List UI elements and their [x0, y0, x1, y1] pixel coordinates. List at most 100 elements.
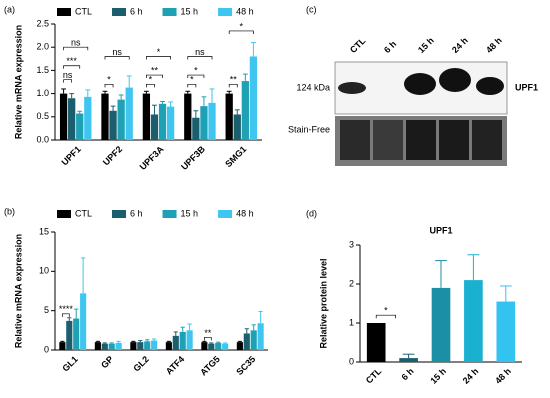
bar: [59, 342, 66, 350]
significance-bracket: [63, 46, 89, 51]
bar: [84, 96, 92, 140]
significance-label: *: [240, 21, 244, 31]
lane-label: 15 h: [416, 35, 436, 55]
bar: [172, 335, 179, 350]
significance-label: *: [149, 75, 153, 85]
significance-bracket: [146, 56, 171, 60]
panel-label: (b): [4, 206, 15, 216]
legend-swatch: [57, 8, 71, 16]
bar: [215, 342, 222, 350]
bar: [208, 102, 216, 140]
bar: [257, 323, 264, 350]
lane-label: 48 h: [484, 35, 504, 55]
y-tick-label: 1.0: [36, 88, 49, 98]
significance-bracket: [63, 79, 73, 83]
bar: [158, 103, 167, 140]
bar: [366, 323, 386, 362]
bar: [208, 343, 215, 350]
significance-label: *: [157, 47, 161, 57]
bar: [233, 114, 241, 140]
bar: [249, 56, 258, 141]
bar: [496, 301, 516, 362]
x-tick-label: ATG5: [198, 354, 222, 378]
band: [338, 82, 366, 94]
lane: [472, 120, 502, 160]
y-tick-label: 2.0: [36, 42, 49, 52]
bar: [137, 342, 144, 350]
significance-label: **: [230, 75, 238, 85]
x-tick-label: GP: [99, 354, 115, 370]
panel-label: (d): [306, 208, 317, 218]
lane-label: CTL: [348, 35, 368, 55]
y-tick-label: 1: [349, 317, 354, 327]
significance-bracket: [62, 313, 70, 317]
bar: [250, 330, 257, 350]
y-tick-label: 0.5: [36, 111, 49, 121]
significance-bracket: [204, 337, 212, 341]
bar: [115, 342, 122, 350]
significance-bracket: [187, 83, 197, 88]
x-tick-label: 24 h: [461, 366, 481, 386]
significance-label: ns: [71, 38, 81, 48]
x-tick-label: 15 h: [428, 366, 448, 386]
legend-swatch: [218, 8, 233, 16]
significance-bracket: [146, 74, 163, 79]
bar: [59, 93, 68, 140]
bar: [184, 93, 192, 140]
significance-label: *: [190, 75, 194, 85]
x-tick-label: SMG1: [223, 144, 248, 169]
x-tick-label: UPF3A: [138, 144, 166, 172]
significance-bracket: [146, 83, 155, 88]
y-axis-label: Relative protein level: [318, 258, 328, 348]
legend-label: 6 h: [130, 208, 143, 218]
lane-label: 6 h: [382, 39, 398, 55]
legend-swatch: [112, 210, 127, 218]
band: [404, 73, 436, 95]
x-tick-label: ATF4: [164, 354, 187, 377]
panel-label: (c): [306, 4, 317, 14]
legend-label: CTL: [75, 208, 92, 218]
x-tick-label: UPF2: [101, 144, 124, 167]
x-tick-label: 6 h: [399, 366, 415, 382]
significance-bracket: [104, 56, 130, 60]
band: [439, 68, 471, 92]
legend-swatch: [162, 8, 177, 16]
bar: [117, 99, 125, 140]
bar: [222, 343, 229, 350]
bar: [192, 117, 200, 140]
bar: [142, 93, 151, 140]
significance-label: *: [107, 75, 111, 85]
lane: [340, 120, 370, 160]
legend-swatch: [218, 210, 233, 218]
y-tick-label: 0: [349, 356, 354, 366]
y-axis-label: Relative mRNA expression: [13, 25, 23, 139]
legend-label: 15 h: [181, 6, 199, 16]
bar: [101, 93, 109, 140]
band: [476, 77, 504, 95]
legend-label: 48 h: [236, 6, 254, 16]
legend-label: CTL: [75, 6, 92, 16]
significance-bracket: [228, 83, 238, 88]
x-tick-label: 48 h: [493, 366, 513, 386]
significance-label: *: [384, 306, 388, 316]
y-tick-label: 5: [44, 305, 49, 315]
significance-label: ns: [112, 47, 122, 57]
legend-label: 6 h: [130, 6, 143, 16]
significance-label: ***: [66, 56, 77, 66]
legend-swatch: [112, 8, 127, 16]
y-tick-label: 10: [39, 266, 49, 276]
y-axis-label: Relative mRNA expression: [13, 234, 23, 348]
bar: [144, 341, 151, 350]
y-tick-label: 1.5: [36, 65, 49, 75]
y-tick-label: 15: [39, 226, 49, 236]
significance-label: ns: [195, 47, 205, 57]
bar: [166, 106, 175, 140]
bar: [125, 87, 133, 140]
protein-label: UPF1: [515, 82, 538, 92]
bar: [101, 343, 108, 350]
bar: [109, 110, 117, 140]
x-tick-label: GL1: [60, 354, 79, 373]
bar: [73, 318, 80, 350]
